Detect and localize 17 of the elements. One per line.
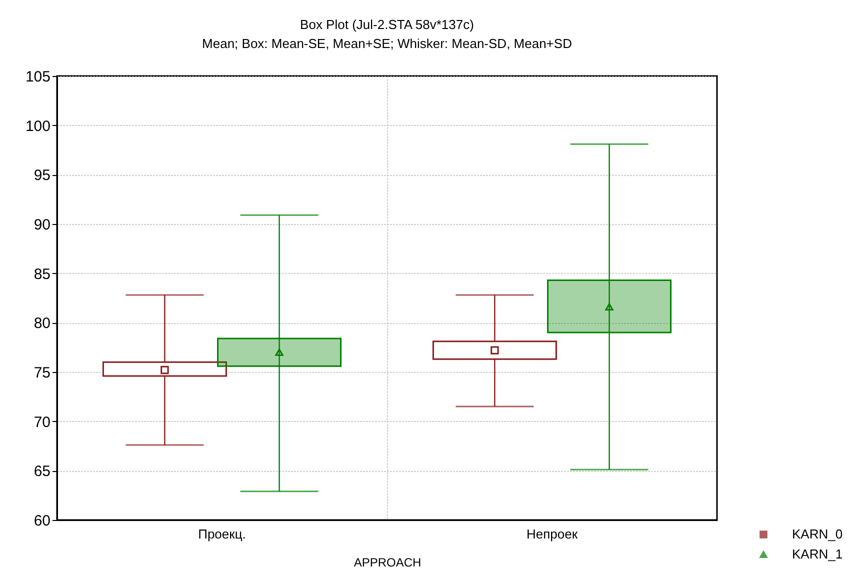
y-tick-label: 105 xyxy=(25,68,50,86)
chart-subtitle: Mean; Box: Mean-SE, Mean+SE; Whisker: Mean-SD, Mean+SD xyxy=(202,36,572,51)
x-axis-title: APPROACH xyxy=(354,556,422,570)
y-tick-label: 60 xyxy=(34,512,50,530)
y-tick-label: 80 xyxy=(34,315,50,332)
legend-label: KARN_0 xyxy=(792,526,843,542)
y-tick-label: 65 xyxy=(34,463,50,480)
x-tick-label: Проекц. xyxy=(198,526,246,542)
y-tick-label: 95 xyxy=(34,167,50,184)
y-tick-label: 85 xyxy=(34,266,50,283)
y-tick-label: 100 xyxy=(25,118,50,135)
y-tick-label: 90 xyxy=(34,216,50,234)
x-tick-label: Непроек xyxy=(526,526,578,542)
legend-label: KARN_1 xyxy=(792,546,843,562)
y-tick-label: 70 xyxy=(34,414,50,431)
chart-title: Box Plot (Jul-2.STA 58v*137c) xyxy=(300,17,474,32)
y-tick-label: 75 xyxy=(34,364,50,382)
